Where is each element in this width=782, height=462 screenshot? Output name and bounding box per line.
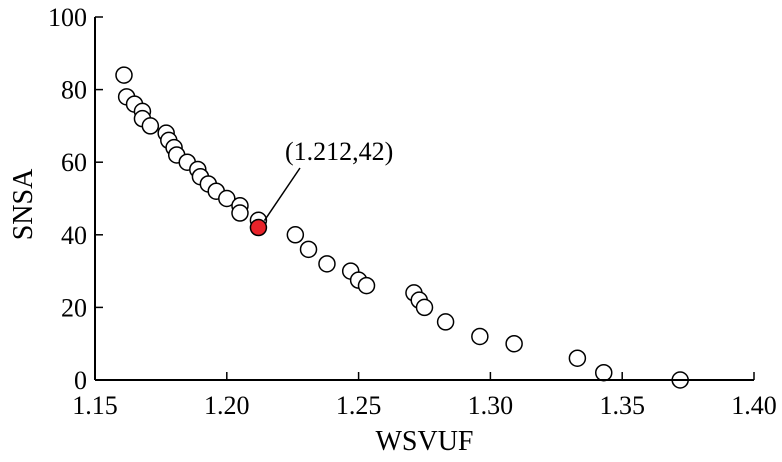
axes (94, 17, 754, 381)
data-point (471, 327, 489, 346)
data-point (357, 276, 376, 295)
highlighted-point (249, 218, 268, 237)
data-point (115, 66, 133, 84)
y-tick-label: 0 (74, 366, 87, 395)
data-point (286, 226, 305, 244)
data-point (231, 204, 249, 222)
y-tick-label: 40 (61, 221, 87, 250)
data-point (415, 298, 434, 317)
x-tick-label: 1.20 (204, 391, 250, 420)
data-point (594, 363, 613, 382)
annotation-label: (1.212,42) (285, 137, 393, 166)
y-tick-label: 80 (61, 76, 87, 105)
x-tick-label: 1.15 (72, 391, 118, 420)
x-tick-label: 1.40 (731, 391, 777, 420)
x-tick-label: 1.25 (336, 391, 382, 420)
data-point (141, 117, 160, 135)
data-point (505, 334, 523, 353)
data-point (299, 240, 318, 259)
x-axis-title: WSVUF (375, 426, 473, 457)
y-tick-label: 20 (61, 293, 87, 322)
annotation-leader-line (263, 167, 301, 221)
y-tick-label: 60 (61, 148, 87, 177)
data-point (436, 313, 455, 331)
x-tick-label: 1.35 (599, 391, 645, 420)
highlight (249, 218, 268, 237)
ticks: 0 20 40 60 80 100 1.15 1.20 1.25 1.30 1.35 1.40 (48, 3, 777, 420)
x-tick-label: 1.30 (468, 391, 514, 420)
data-point (568, 349, 587, 367)
data-point (318, 255, 336, 273)
data-point (218, 189, 236, 208)
y-axis-title: SNSA (8, 168, 39, 240)
data-points (115, 66, 689, 389)
y-tick-label: 100 (48, 3, 87, 32)
